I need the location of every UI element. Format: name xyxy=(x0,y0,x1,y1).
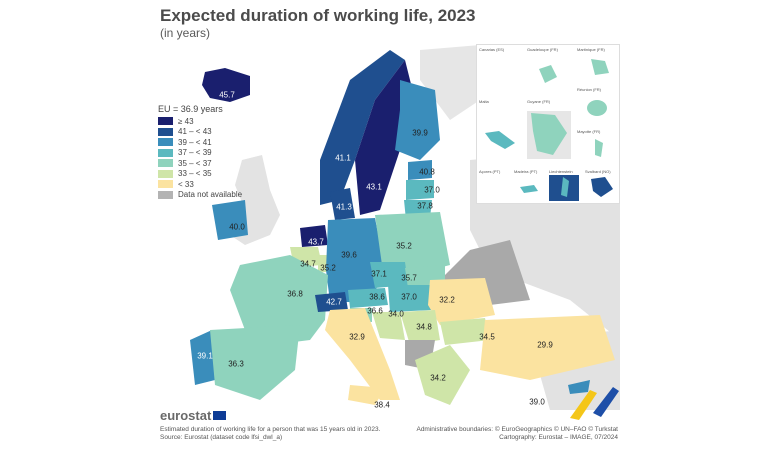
value-switzerland: 42.7 xyxy=(326,297,342,307)
inset-liechtenstein: Liechtenstein xyxy=(547,167,581,203)
value-portugal: 39.1 xyxy=(197,351,213,361)
chart-title: Expected duration of working life, 2023 xyxy=(160,6,476,25)
inset-guyane: Guyane (FR) xyxy=(525,97,573,163)
value-czechia: 37.1 xyxy=(371,269,387,279)
legend-item: 33 – < 35 xyxy=(158,169,242,180)
value-turkiye: 29.9 xyxy=(537,340,553,350)
value-serbia: 34.8 xyxy=(416,322,432,332)
legend-item: ≥ 43 xyxy=(158,116,242,127)
map-legend: EU = 36.9 years ≥ 43 41 – < 43 39 – < 41… xyxy=(158,104,242,200)
footnote: Estimated duration of working life for a… xyxy=(160,426,380,442)
value-malta: 38.4 xyxy=(374,400,390,410)
value-norway: 41.1 xyxy=(335,153,351,163)
legend-swatch xyxy=(158,159,173,168)
value-france: 36.8 xyxy=(287,289,303,299)
value-italy: 32.9 xyxy=(349,332,365,342)
value-spain: 36.3 xyxy=(228,359,244,369)
value-slovenia: 36.6 xyxy=(367,306,383,316)
legend-label: < 33 xyxy=(178,179,194,189)
legend-swatch xyxy=(158,190,173,199)
eu-flag-icon xyxy=(213,411,227,420)
legend-label: 35 – < 37 xyxy=(178,158,212,168)
inset-madeira: Madeira (PT) xyxy=(512,167,546,203)
legend-label: 39 – < 41 xyxy=(178,137,212,147)
legend-item: 41 – < 43 xyxy=(158,127,242,138)
legend-title: EU = 36.9 years xyxy=(158,104,223,114)
value-iceland: 45.7 xyxy=(219,90,235,100)
inset-mayotte: Mayotte (FR) xyxy=(575,127,619,165)
inset-martinique: Martinique (FR) xyxy=(575,45,619,83)
value-finland: 39.9 xyxy=(412,128,428,138)
value-hungary: 37.0 xyxy=(401,292,417,302)
legend-swatch xyxy=(158,127,173,136)
legend-swatch xyxy=(158,148,173,157)
inset-canarias: Canarias (ES) xyxy=(479,47,505,52)
source-text: Source: Eurostat (dataset code lfsi_dwl_… xyxy=(160,434,283,441)
value-belgium: 34.7 xyxy=(300,259,316,269)
legend-swatch xyxy=(158,169,173,178)
value-denmark: 41.3 xyxy=(336,202,352,212)
legend-label: Data not available xyxy=(178,190,243,200)
eurostat-logo: eurostat xyxy=(160,408,227,423)
legend-swatch xyxy=(158,138,173,147)
cartography-text: Cartography: Eurostat – IMAGE, 07/2024 xyxy=(499,434,618,441)
value-sweden: 43.1 xyxy=(366,182,382,192)
legend-item: 39 – < 41 xyxy=(158,137,242,148)
brand-name: eurostat xyxy=(160,408,212,423)
eurostat-swoosh-icon xyxy=(570,387,619,420)
legend-label: 37 – < 39 xyxy=(178,148,212,158)
value-cyprus: 39.0 xyxy=(529,397,545,407)
value-estonia: 40.8 xyxy=(419,167,435,177)
inset-acores: Açores (PT) xyxy=(479,169,501,174)
value-poland: 35.2 xyxy=(396,241,412,251)
inset-malta: Malta xyxy=(477,97,523,163)
value-germany: 39.6 xyxy=(341,250,357,260)
outermost-regions-inset: Canarias (ES) Guadeloupe (FR) Martinique… xyxy=(476,44,620,204)
value-luxembourg: 35.2 xyxy=(320,263,336,273)
value-latvia: 37.0 xyxy=(424,185,440,195)
legend-swatch xyxy=(158,117,173,126)
value-slovakia: 35.7 xyxy=(401,273,417,283)
value-ireland: 40.0 xyxy=(229,222,245,232)
value-greece: 34.2 xyxy=(430,373,446,383)
credits: Administrative boundaries: © EuroGeograp… xyxy=(416,426,618,442)
inset-reunion: Réunion (FR) xyxy=(575,85,619,125)
value-romania: 32.2 xyxy=(439,295,455,305)
chart-subtitle: (in years) xyxy=(160,26,211,40)
legend-item: Data not available xyxy=(158,190,242,201)
value-austria: 38.6 xyxy=(369,292,385,302)
inset-guadeloupe: Guadeloupe (FR) xyxy=(525,45,573,95)
legend-item: 37 – < 39 xyxy=(158,148,242,159)
legend-label: 41 – < 43 xyxy=(178,127,212,137)
boundaries-text: Administrative boundaries: © EuroGeograp… xyxy=(416,426,618,433)
value-netherlands: 43.7 xyxy=(308,237,324,247)
legend-label: ≥ 43 xyxy=(178,116,194,126)
legend-item: 35 – < 37 xyxy=(158,158,242,169)
legend-swatch xyxy=(158,180,173,189)
value-croatia: 34.0 xyxy=(388,309,404,319)
inset-svalbard: Svalbard (NO) xyxy=(583,167,619,203)
value-lithuania: 37.8 xyxy=(417,201,433,211)
legend-label: 33 – < 35 xyxy=(178,169,212,179)
legend-item: < 33 xyxy=(158,179,242,190)
value-bulgaria: 34.5 xyxy=(479,332,495,342)
footnote-text: Estimated duration of working life for a… xyxy=(160,426,381,433)
